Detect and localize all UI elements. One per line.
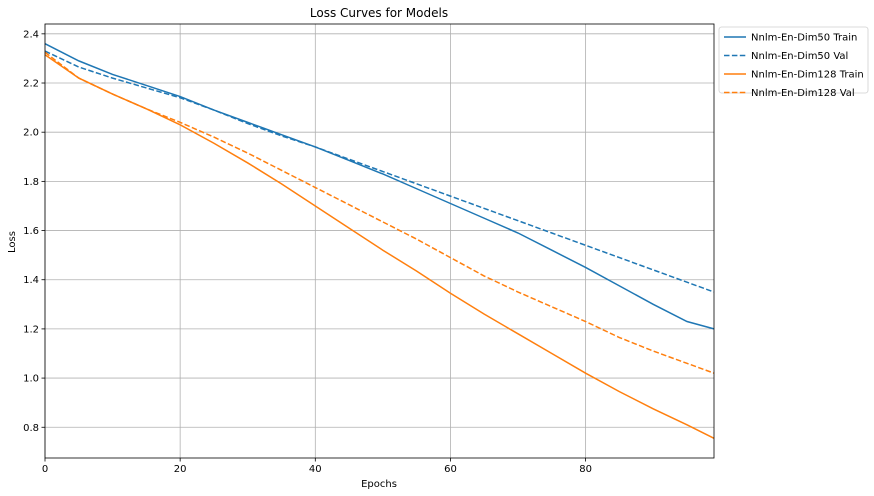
series-line-3 (44, 54, 715, 440)
grid (44, 24, 714, 458)
x-tick-label: 40 (309, 464, 322, 475)
y-axis: 0.8 1.0 1.2 1.4 1.6 1.8 2.0 2.2 2.4 (23, 29, 45, 434)
x-tick-label: 60 (444, 464, 457, 475)
legend-label: Nnlm-En-Dim128 Train (751, 70, 864, 81)
y-tick-label: 1.4 (23, 275, 39, 286)
x-tick-label: 20 (174, 464, 187, 475)
x-axis: 0 20 40 60 80 (42, 458, 592, 475)
y-tick-label: 1.6 (23, 226, 39, 237)
y-axis-label: Loss (7, 231, 18, 253)
y-tick-label: 1.8 (23, 177, 39, 188)
y-tick-label: 2.2 (23, 79, 39, 90)
y-tick-label: 1.2 (23, 324, 39, 335)
legend: Nnlm-En-Dim50 Train Nnlm-En-Dim50 Val Nnlm… (718, 26, 869, 99)
y-tick-label: 1.0 (23, 374, 39, 385)
x-tick-label: 0 (42, 464, 48, 475)
series-layer (44, 43, 715, 440)
x-tick-label: 80 (579, 464, 592, 475)
series-line-2 (44, 50, 715, 293)
y-tick-label: 2.4 (23, 29, 39, 40)
legend-box (718, 26, 869, 94)
legend-label: Nnlm-En-Dim50 Train (751, 33, 857, 44)
y-tick-label: 0.8 (23, 423, 39, 434)
y-tick-label: 2.0 (23, 128, 39, 139)
series-line-1 (44, 43, 715, 330)
x-axis-label: Epochs (361, 479, 397, 490)
chart-title: Loss Curves for Models (310, 6, 448, 20)
plot-frame (44, 23, 715, 459)
series-line-4 (44, 51, 715, 374)
legend-label: Nnlm-En-Dim128 Val (751, 88, 855, 99)
legend-label: Nnlm-En-Dim50 Val (751, 51, 848, 62)
